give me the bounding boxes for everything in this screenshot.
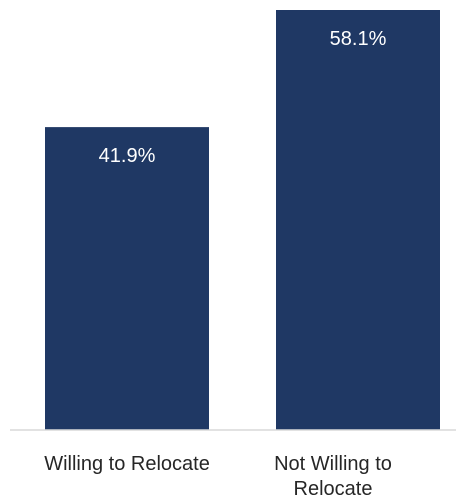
x-tick-label-not-willing-to-relocate: Not Willing to Relocate bbox=[274, 453, 392, 500]
bar-willing-to-relocate bbox=[45, 127, 209, 431]
data-label-not-willing-to-relocate: 58.1% bbox=[330, 28, 387, 50]
bar-not-willing-to-relocate bbox=[276, 10, 440, 430]
value-labels-layer: 41.9% 58.1% bbox=[99, 28, 387, 167]
x-tick-label-willing-to-relocate: Willing to Relocate bbox=[44, 453, 210, 475]
bars-layer bbox=[45, 10, 440, 431]
data-label-willing-to-relocate: 41.9% bbox=[99, 145, 156, 167]
